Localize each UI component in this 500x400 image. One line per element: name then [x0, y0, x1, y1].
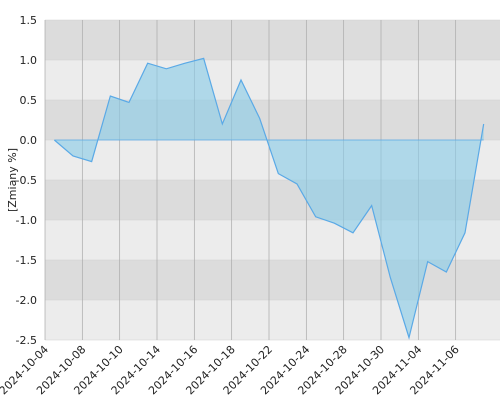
y-tick-label: -0.5 [16, 174, 37, 187]
y-tick-label: -1.0 [16, 214, 37, 227]
y-tick-label: -1.5 [16, 254, 37, 267]
y-tick-label: -2.5 [16, 334, 37, 347]
y-tick-label: 1.0 [20, 54, 38, 67]
grid-band [45, 260, 500, 300]
grid-band [45, 60, 500, 100]
y-tick-label: 0.5 [20, 94, 38, 107]
y-tick-label: -2.0 [16, 294, 37, 307]
grid-band [45, 20, 500, 60]
y-axis-label: [Zmiany %] [6, 148, 19, 212]
area-fill [54, 58, 484, 338]
grid-band [45, 300, 500, 340]
y-tick-label: 1.5 [20, 14, 38, 27]
y-tick-label: 0.0 [20, 134, 38, 147]
line [53, 57, 485, 340]
